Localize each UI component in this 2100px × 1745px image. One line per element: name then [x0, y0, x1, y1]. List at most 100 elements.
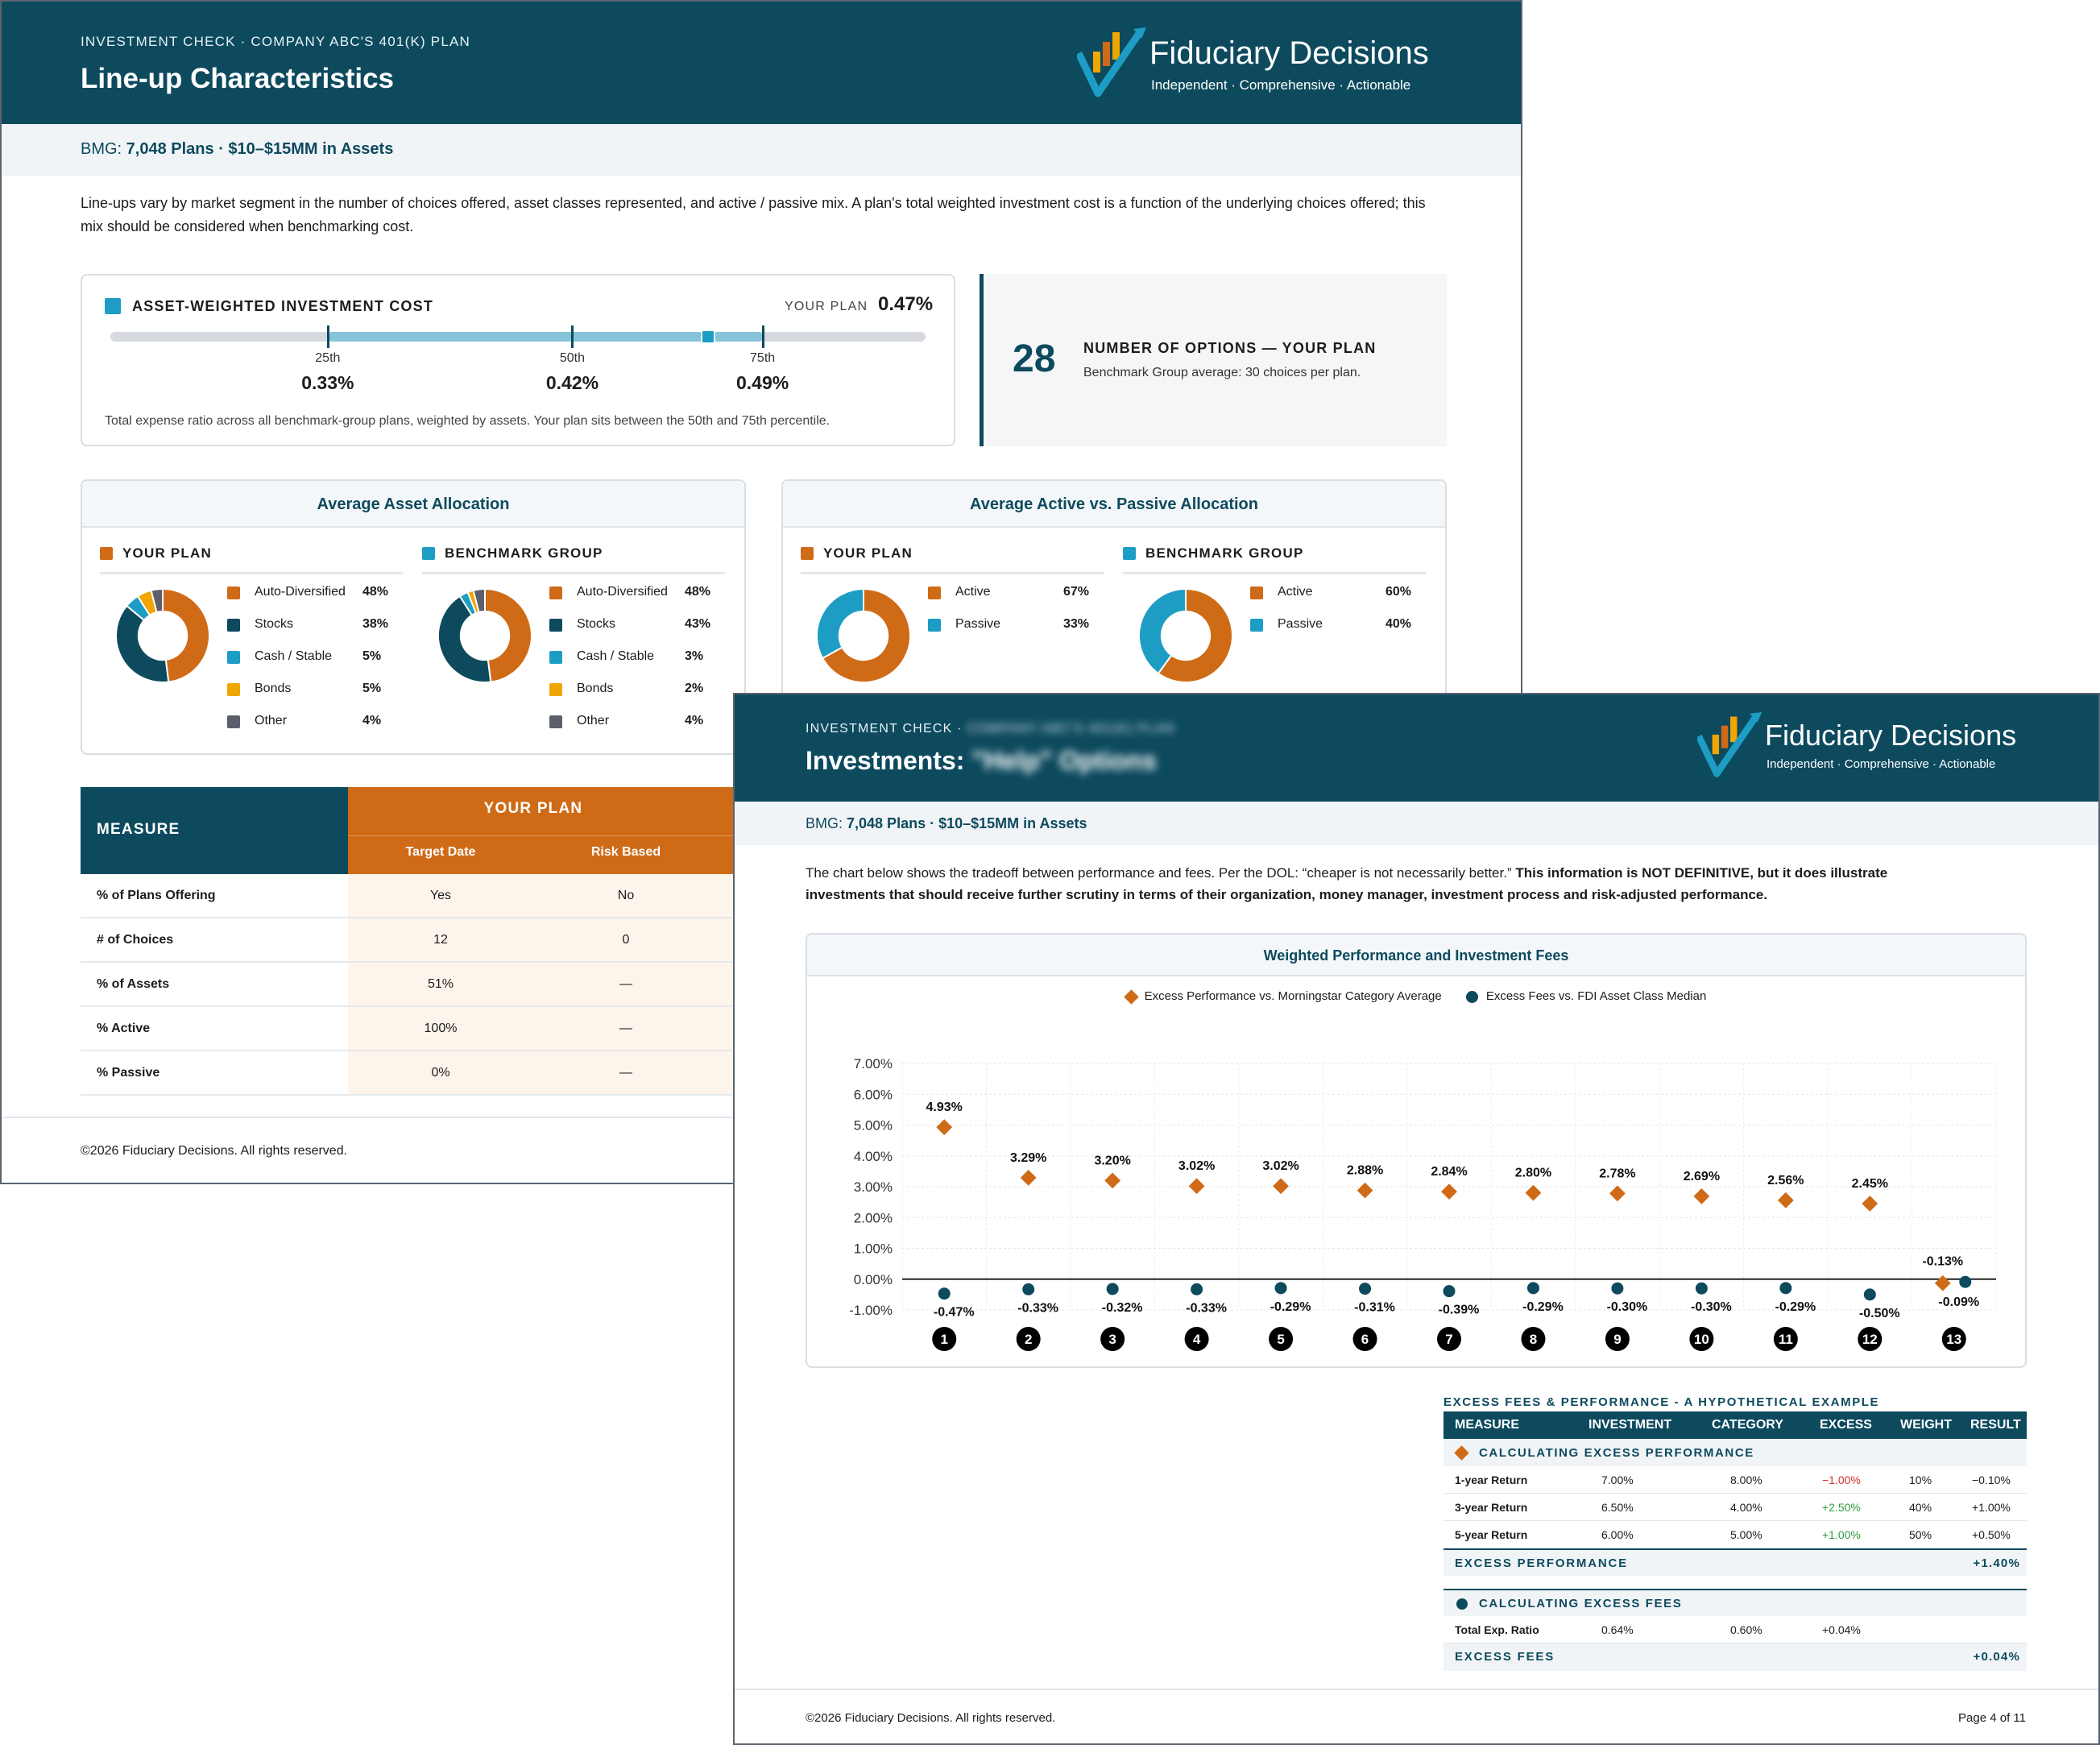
fee-label: -0.29% — [1775, 1300, 1816, 1314]
footer-copyright: ©2026 Fiduciary Decisions. All rights re… — [806, 1711, 1056, 1725]
cell-inv: 6.00% — [1601, 1528, 1634, 1541]
fee-label: -0.47% — [934, 1306, 975, 1320]
legend-item: Other 4% — [549, 713, 727, 732]
circle-icon — [1465, 990, 1478, 1003]
performance-label: 2.84% — [1431, 1165, 1467, 1179]
your-plan-header-cell: YOUR PLAN Target Date Risk Based — [348, 787, 735, 874]
page-eyebrow: INVESTMENT CHECK · COMPANY ABC'S 401(K) … — [806, 722, 1175, 736]
table-row: # of Choices 12 0 — [81, 918, 735, 963]
active-passive-your-plan: YOUR PLAN Active 67% Passive 33% — [801, 545, 1115, 747]
category-badge — [1773, 1327, 1798, 1351]
donut-slice-other — [150, 587, 164, 614]
row-value: 100% — [424, 1022, 458, 1035]
legend-name: Cash / Stable — [255, 649, 333, 663]
fee-point — [1106, 1283, 1119, 1295]
legend-name: Bonds — [577, 682, 614, 695]
chart-card: Weighted Performance and Investment Fees… — [806, 933, 2027, 1368]
x-tick-label: 5 — [1277, 1332, 1284, 1347]
page-number: Page 4 of 11 — [1958, 1711, 2026, 1725]
legend-item: Auto-Diversified 48% — [549, 584, 727, 603]
fees-total-row: EXCESS FEES +0.04% — [1443, 1643, 2027, 1671]
row-label: % of Plans Offering — [97, 889, 216, 902]
bmg-bar: BMG: 7,048 Plans · $10–$15MM in Assets — [735, 802, 2098, 845]
x-tick-label: 11 — [1779, 1332, 1793, 1347]
perf-section-row: CALCULATING EXCESS PERFORMANCE — [1443, 1439, 2027, 1466]
legend-name: Other — [577, 714, 610, 727]
performance-label: 3.29% — [1010, 1151, 1046, 1165]
fee-label: -0.09% — [1938, 1295, 1979, 1309]
footer-copyright: ©2026 Fiduciary Decisions. All rights re… — [81, 1144, 348, 1158]
table-row: % Active 100% — — [81, 1007, 735, 1051]
brand-logo: Fiduciary Decisions Independent · Compre… — [1696, 711, 2036, 778]
performance-point — [1188, 1178, 1205, 1195]
bmg-prefix: BMG: — [81, 140, 126, 158]
fee-point — [1359, 1283, 1372, 1295]
category-badge — [1437, 1327, 1461, 1351]
group-header: BENCHMARK GROUP — [422, 545, 725, 574]
legend-value: 33% — [1063, 617, 1090, 631]
fee-label: -0.30% — [1691, 1300, 1732, 1314]
legend-item: Active 60% — [1250, 584, 1427, 603]
category-badge — [1941, 1327, 1966, 1351]
example-header-row: MEASURE INVESTMENT CATEGORY EXCESS WEIGH… — [1443, 1411, 2027, 1439]
fee-label: -0.39% — [1439, 1304, 1480, 1317]
legend-square-icon — [227, 619, 240, 632]
y-tick-label: -1.00% — [849, 1303, 893, 1318]
cell-inv: 6.50% — [1601, 1501, 1634, 1514]
category-badge — [1100, 1327, 1125, 1351]
category-badge — [1605, 1327, 1630, 1351]
legend-value: 40% — [1386, 617, 1412, 631]
performance-label: 2.88% — [1347, 1164, 1383, 1178]
donut-slice-stocks — [437, 595, 492, 683]
legend-value: 5% — [362, 649, 382, 663]
x-tick-label: 3 — [1108, 1332, 1116, 1347]
legend-item: Bonds 5% — [227, 681, 404, 700]
fees-section-row: CALCULATING EXCESS FEES — [1443, 1589, 2027, 1616]
category-badge — [1016, 1327, 1041, 1351]
circle-icon — [1456, 1598, 1468, 1610]
fee-label: -0.32% — [1102, 1301, 1143, 1315]
percentile-tick — [326, 325, 329, 348]
percentile-25: 25th 0.33% — [301, 351, 354, 393]
legend-name: Active — [1278, 585, 1313, 599]
performance-label: 3.02% — [1178, 1159, 1215, 1173]
legend-square-icon — [1250, 619, 1263, 632]
donut-slice-stocks — [115, 604, 170, 683]
performance-label: 3.02% — [1262, 1159, 1299, 1173]
page-eyebrow: INVESTMENT CHECK · COMPANY ABC'S 401(K) … — [81, 34, 470, 49]
performance-point — [1609, 1185, 1626, 1202]
group-label: YOUR PLAN — [122, 545, 212, 561]
x-tick-label: 6 — [1361, 1332, 1369, 1347]
cell-cat: 4.00% — [1730, 1501, 1762, 1514]
performance-point — [1934, 1275, 1951, 1291]
donut-slice-passive — [816, 587, 864, 660]
fee-point — [1959, 1275, 1972, 1288]
performance-label: 2.78% — [1599, 1167, 1635, 1180]
cost-card: ASSET-WEIGHTED INVESTMENT COST YOUR PLAN… — [81, 274, 955, 446]
legend-name: Passive — [1278, 617, 1323, 631]
y-tick-label: 6.00% — [854, 1087, 893, 1102]
legend-value: 3% — [685, 649, 704, 663]
your-plan-label: YOUR PLAN — [785, 300, 868, 313]
cell-label: 1-year Return — [1455, 1474, 1528, 1486]
group-label: BENCHMARK GROUP — [1145, 545, 1304, 561]
cell-result: +1.00% — [1972, 1501, 2011, 1514]
cell-weight: 40% — [1909, 1501, 1932, 1514]
table-row: 3-year Return 6.50% 4.00% +2.50% 40% +1.00% — [1443, 1494, 2027, 1521]
y-tick-label: 2.00% — [854, 1210, 893, 1225]
page-title: Investments: "Help" Options — [806, 746, 1157, 775]
y-tick-label: 4.00% — [854, 1149, 893, 1164]
performance-point — [1862, 1196, 1878, 1212]
row-label: % Active — [97, 1022, 151, 1035]
fee-point — [1611, 1282, 1624, 1295]
asset-allocation-title: Average Asset Allocation — [82, 481, 744, 528]
legend-square-icon — [1250, 587, 1263, 599]
x-tick-label: 1 — [940, 1332, 947, 1347]
legend-value: 38% — [362, 617, 389, 631]
perf-total-row: EXCESS PERFORMANCE +1.40% — [1443, 1548, 2027, 1576]
cell-inv: 7.00% — [1601, 1474, 1634, 1486]
legend-item: Cash / Stable 3% — [549, 649, 727, 668]
page-title: Line-up Characteristics — [81, 63, 394, 94]
brand-name: Fiduciary Decisions — [1765, 719, 2017, 752]
performance-point — [1525, 1184, 1542, 1201]
